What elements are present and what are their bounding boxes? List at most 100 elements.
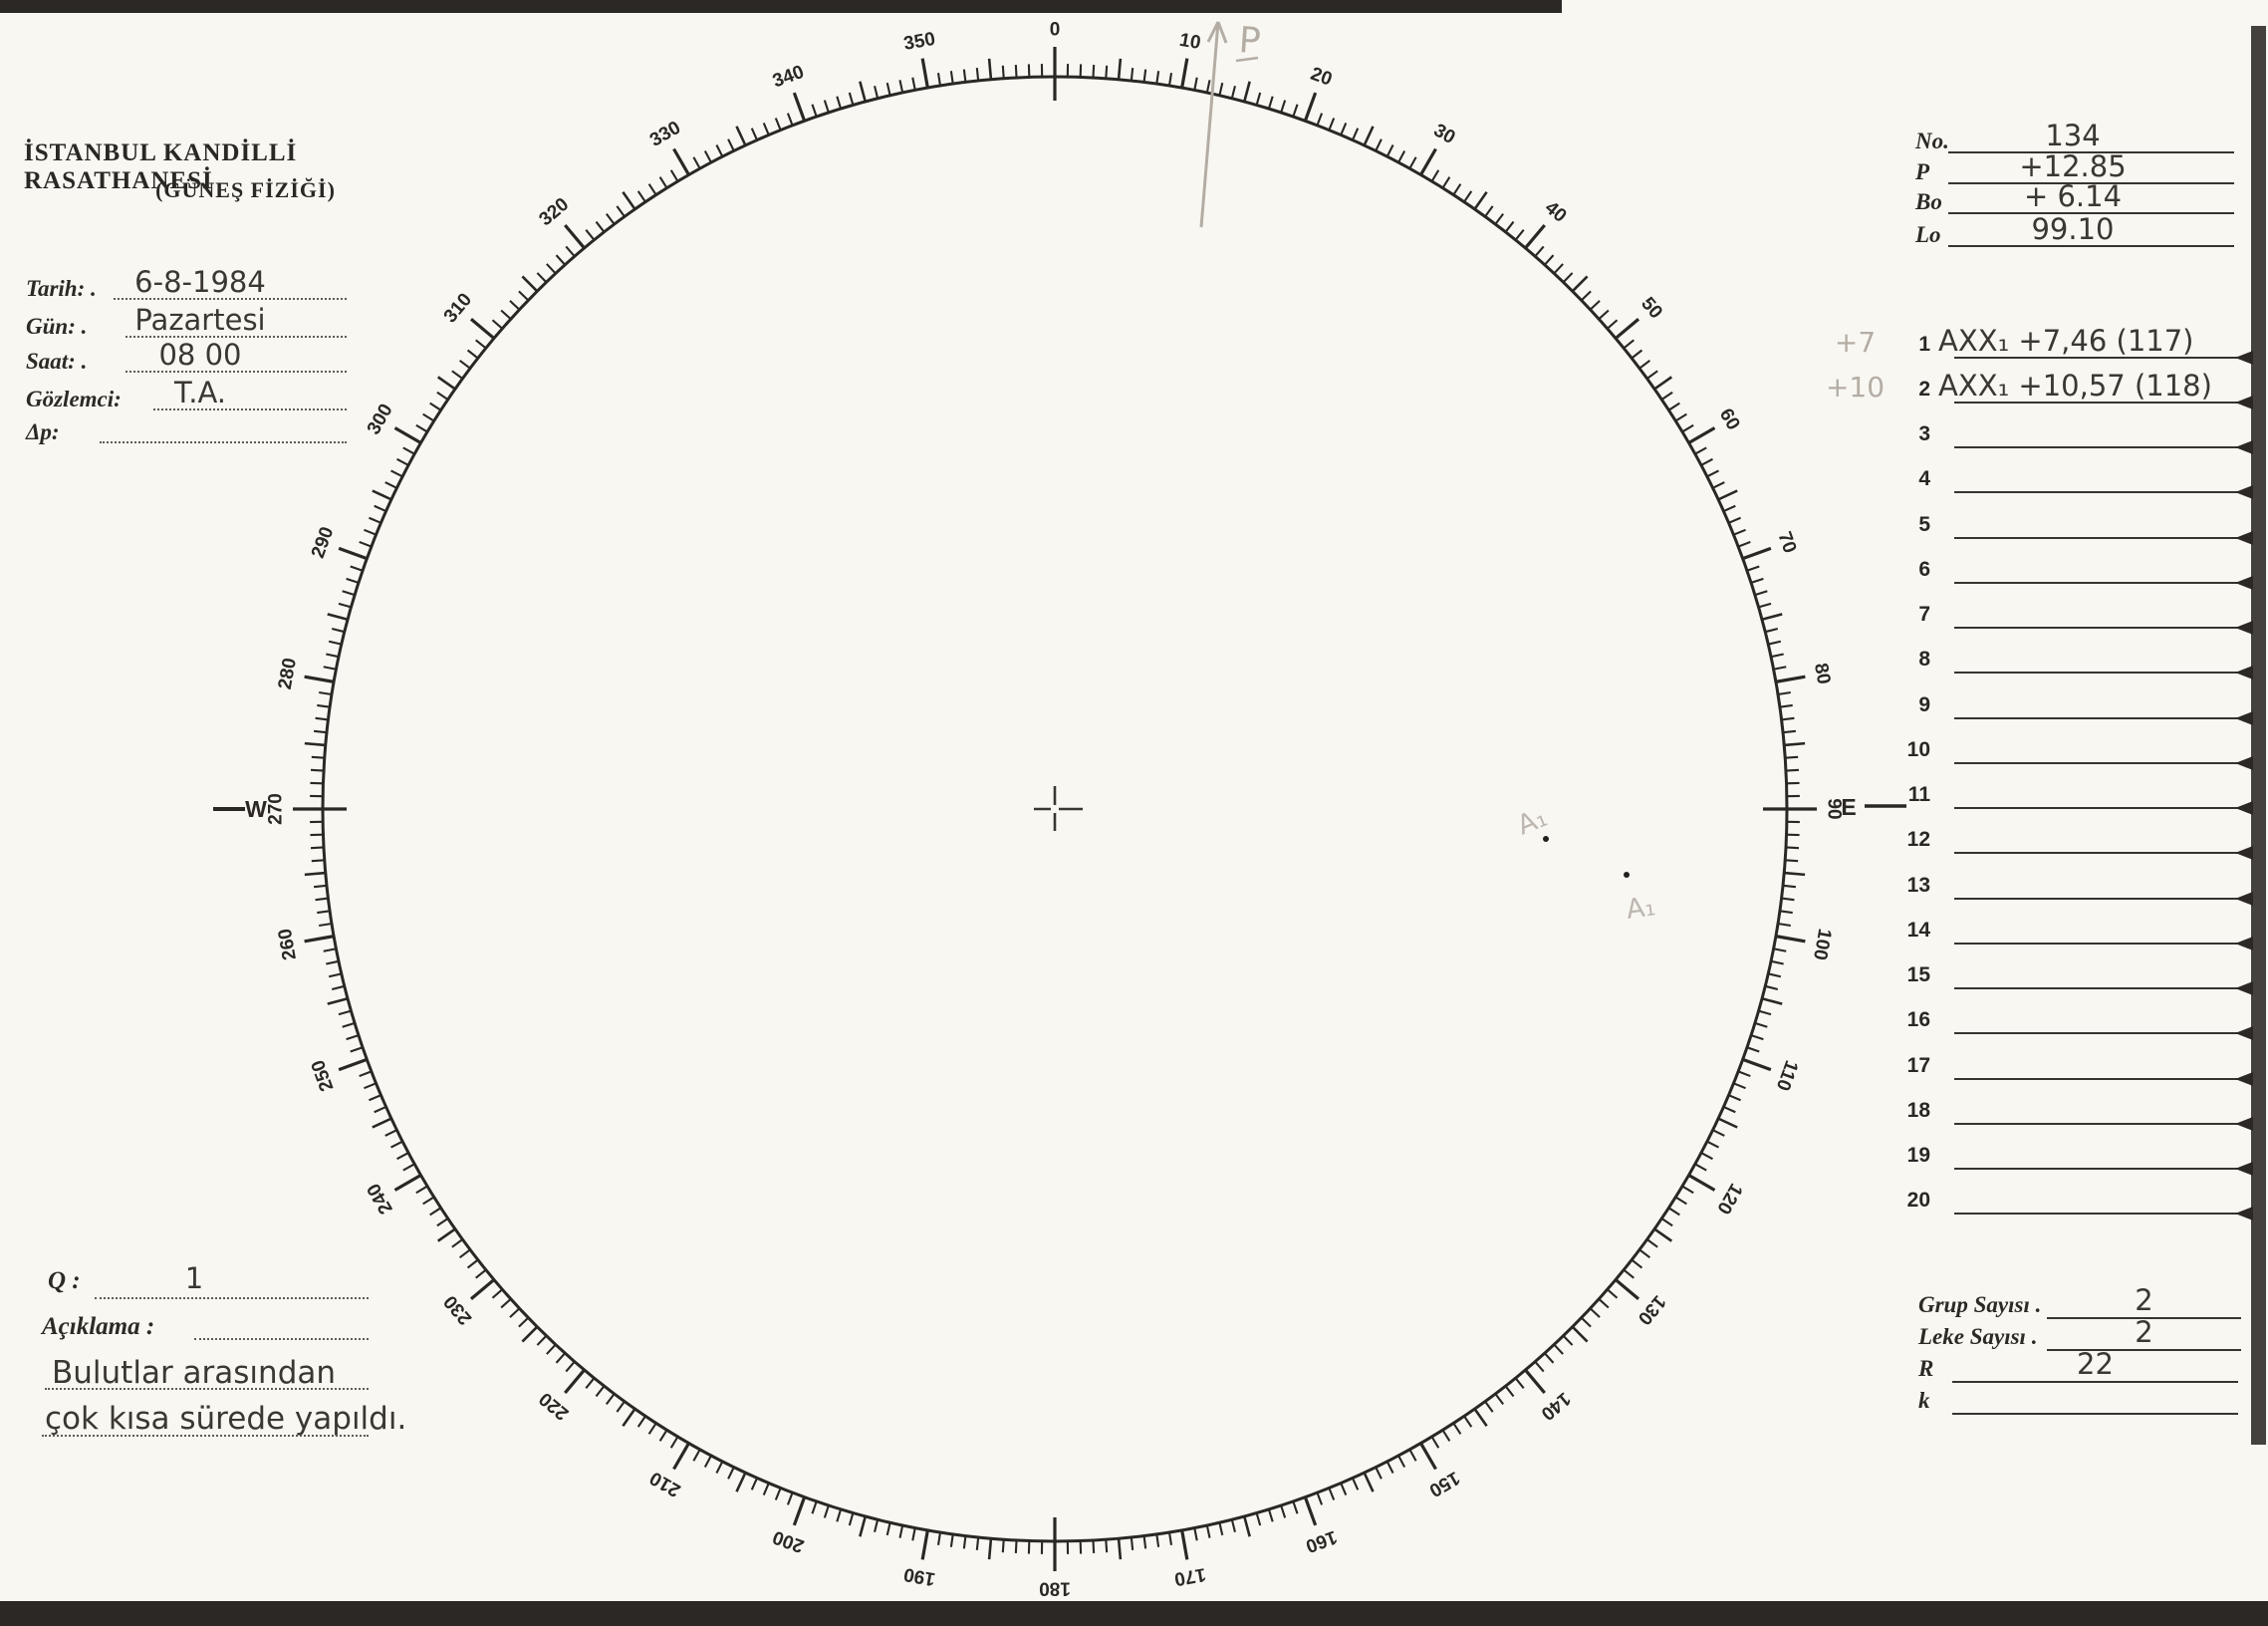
measurement-rule-arrowhead [2235, 350, 2253, 365]
note-line-1: Bulutlar arasından [52, 1355, 337, 1391]
degree-label-80: 80 [1810, 662, 1834, 685]
measurement-num: 15 [1906, 963, 1930, 986]
degree-label-130: 130 [1634, 1291, 1669, 1329]
pencil-p-label: P [1237, 20, 1262, 62]
gozlemci-rule [153, 408, 347, 410]
measurement-rule [1954, 716, 2241, 719]
ephemeris-label-Bo: Bo [1915, 189, 1942, 214]
summary-rule [2047, 1349, 2241, 1351]
dial-tick-major [1419, 147, 1437, 176]
ephemeris-value: 134 [2045, 119, 2101, 152]
dial-tick-major [1524, 223, 1546, 249]
ephemeris-label-No: No. [1915, 129, 1949, 153]
tarih-label: Tarih: . [26, 276, 97, 301]
sunspot [1543, 836, 1549, 842]
summary-label: k [1918, 1388, 1930, 1413]
dial-tick-major [1775, 935, 1806, 944]
measurement-rule [1954, 446, 2241, 448]
degree-label-350: 350 [902, 29, 937, 55]
ephemeris-rule [1948, 151, 2234, 153]
degree-label-190: 190 [902, 1563, 937, 1589]
dial-tick-major [792, 1496, 807, 1526]
degree-label-230: 230 [440, 1291, 476, 1329]
aciklama-line [194, 1307, 369, 1340]
summary-rule [2047, 1317, 2241, 1319]
measurement-num: 11 [1907, 783, 1930, 806]
degree-label-200: 200 [770, 1526, 807, 1557]
dial-tick-major [469, 1278, 495, 1300]
dial-tick-major [1687, 1174, 1716, 1192]
dial-tick-major [792, 92, 807, 122]
gun-label: Gün: . [26, 314, 88, 339]
measurement-rule-arrowhead [2235, 936, 2253, 950]
measurement-rule [1954, 807, 2241, 809]
saat-value: 08 00 [158, 338, 242, 372]
degree-label-180: 180 [1039, 1578, 1071, 1599]
dial-tick-major [1615, 1278, 1640, 1300]
measurement-rule-arrowhead [2235, 891, 2253, 906]
degree-label-210: 210 [646, 1467, 684, 1500]
ephemeris-value: +12.85 [2019, 149, 2127, 183]
degree-label-30: 30 [1430, 120, 1459, 148]
scan-edge-top [0, 0, 1562, 13]
measurement-num: 1 [1918, 332, 1930, 356]
measurement-rule-arrowhead [2235, 1116, 2253, 1131]
degree-label-50: 50 [1637, 293, 1666, 323]
measurement-num: 14 [1906, 918, 1930, 942]
measurement-rule [1954, 942, 2241, 945]
dial-tick-major [338, 546, 368, 561]
measurement-rule [1954, 761, 2241, 764]
dial-tick-major [1180, 1529, 1189, 1560]
scan-edge-bottom [0, 1601, 2268, 1626]
ephemeris-rule [1948, 182, 2234, 184]
measurement-entry: AXX₁ +10,57 (118) [1938, 368, 2212, 403]
measurement-num: 20 [1906, 1189, 1930, 1213]
measurement-rule [1954, 1122, 2241, 1125]
measurement-rule-arrowhead [2235, 1162, 2253, 1176]
ephemeris-value: + 6.14 [2023, 179, 2123, 213]
dial-tick-major [1775, 675, 1806, 683]
measurement-num: 12 [1906, 828, 1930, 852]
dial-tick-major [469, 318, 495, 340]
note-line-2-rule [42, 1404, 369, 1437]
field-row-gozlemci: Gözlemci: T.A. [26, 376, 347, 412]
measurement-rule-arrowhead [2235, 710, 2253, 725]
measurement-rule [1954, 1213, 2241, 1216]
field-row-tarih: Tarih: . 6-8-1984 [26, 265, 347, 302]
measurement-num: 16 [1906, 1008, 1930, 1032]
degree-label-10: 10 [1178, 30, 1202, 54]
measurement-pencil-note: +10 [1825, 370, 1886, 404]
dial-tick-major [920, 1529, 929, 1560]
measurement-rule-arrowhead [2235, 666, 2253, 680]
measurement-rule-arrowhead [2235, 1207, 2253, 1221]
summary-value: 2 [2135, 1315, 2153, 1349]
degree-label-160: 160 [1303, 1526, 1340, 1557]
dial-tick-major [1303, 1496, 1318, 1526]
measurement-entry: AXX₁ +7,46 (117) [1938, 323, 2194, 358]
ephemeris-label-Lo: Lo [1915, 222, 1941, 247]
degree-label-150: 150 [1425, 1467, 1463, 1500]
degree-label-300: 300 [364, 401, 397, 438]
dial-tick-major [1615, 318, 1640, 340]
ephemeris-value: 99.10 [2031, 212, 2115, 246]
measurement-num: 13 [1906, 873, 1930, 897]
measurement-rule [1954, 1032, 2241, 1035]
observatory-title: İSTANBUL KANDİLLİ RASATHANESİ [24, 139, 298, 194]
summary-value: 2 [2135, 1283, 2153, 1317]
aciklama-label: Açıklama : [42, 1313, 155, 1340]
measurement-rule [1954, 987, 2241, 989]
degree-label-110: 110 [1772, 1057, 1802, 1093]
dial-tick-major [1180, 58, 1189, 89]
dial-tick-major [304, 675, 335, 683]
observatory-subtitle: (GÜNEŞ FİZİĞİ) [155, 177, 336, 202]
measurement-rule [1954, 1077, 2241, 1080]
measurement-rule-arrowhead [2235, 755, 2253, 770]
summary-value: 22 [2077, 1347, 2114, 1381]
degree-label-20: 20 [1308, 64, 1335, 91]
ephemeris-rule [1948, 245, 2234, 247]
measurement-num: 3 [1918, 422, 1930, 445]
measurement-num: 9 [1918, 692, 1930, 716]
degree-label-60: 60 [1715, 406, 1744, 434]
sunspot [1624, 872, 1630, 878]
